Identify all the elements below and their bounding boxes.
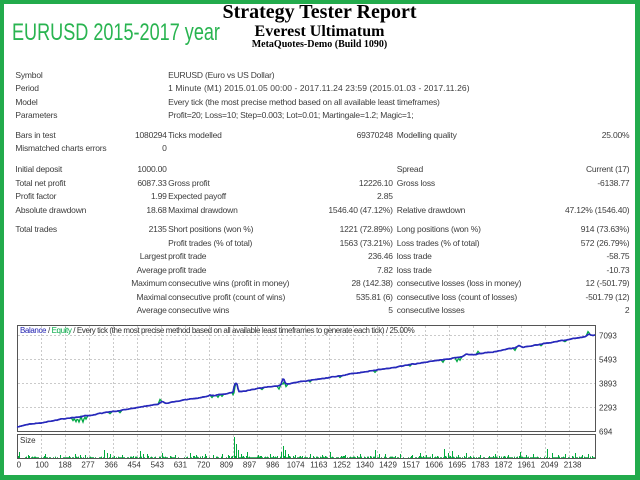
svg-text:1340: 1340 (356, 461, 374, 470)
svg-text:3893: 3893 (599, 380, 617, 389)
svg-text:1517: 1517 (402, 461, 420, 470)
svg-text:720: 720 (197, 461, 211, 470)
svg-text:897: 897 (243, 461, 257, 470)
svg-text:1163: 1163 (310, 461, 328, 470)
svg-text:Balance / Equity / Every tick: Balance / Equity / Every tick (the most … (20, 326, 415, 335)
svg-text:5493: 5493 (599, 356, 617, 365)
svg-text:1429: 1429 (379, 461, 397, 470)
svg-text:1695: 1695 (448, 461, 466, 470)
svg-text:2138: 2138 (564, 461, 582, 470)
svg-text:1252: 1252 (333, 461, 351, 470)
svg-text:1606: 1606 (425, 461, 443, 470)
svg-text:2049: 2049 (541, 461, 559, 470)
svg-text:2293: 2293 (599, 404, 617, 413)
svg-text:0: 0 (17, 461, 22, 470)
svg-text:631: 631 (174, 461, 188, 470)
svg-text:188: 188 (58, 461, 72, 470)
svg-text:1783: 1783 (471, 461, 489, 470)
svg-text:277: 277 (81, 461, 95, 470)
svg-text:7093: 7093 (599, 332, 617, 341)
svg-text:1074: 1074 (287, 461, 305, 470)
svg-text:1961: 1961 (518, 461, 536, 470)
svg-text:1872: 1872 (495, 461, 513, 470)
svg-text:454: 454 (128, 461, 142, 470)
svg-text:809: 809 (220, 461, 234, 470)
svg-text:Size: Size (20, 436, 36, 445)
svg-text:366: 366 (105, 461, 119, 470)
svg-text:986: 986 (266, 461, 280, 470)
svg-text:100: 100 (35, 461, 49, 470)
svg-text:694: 694 (599, 428, 613, 437)
svg-text:543: 543 (151, 461, 165, 470)
